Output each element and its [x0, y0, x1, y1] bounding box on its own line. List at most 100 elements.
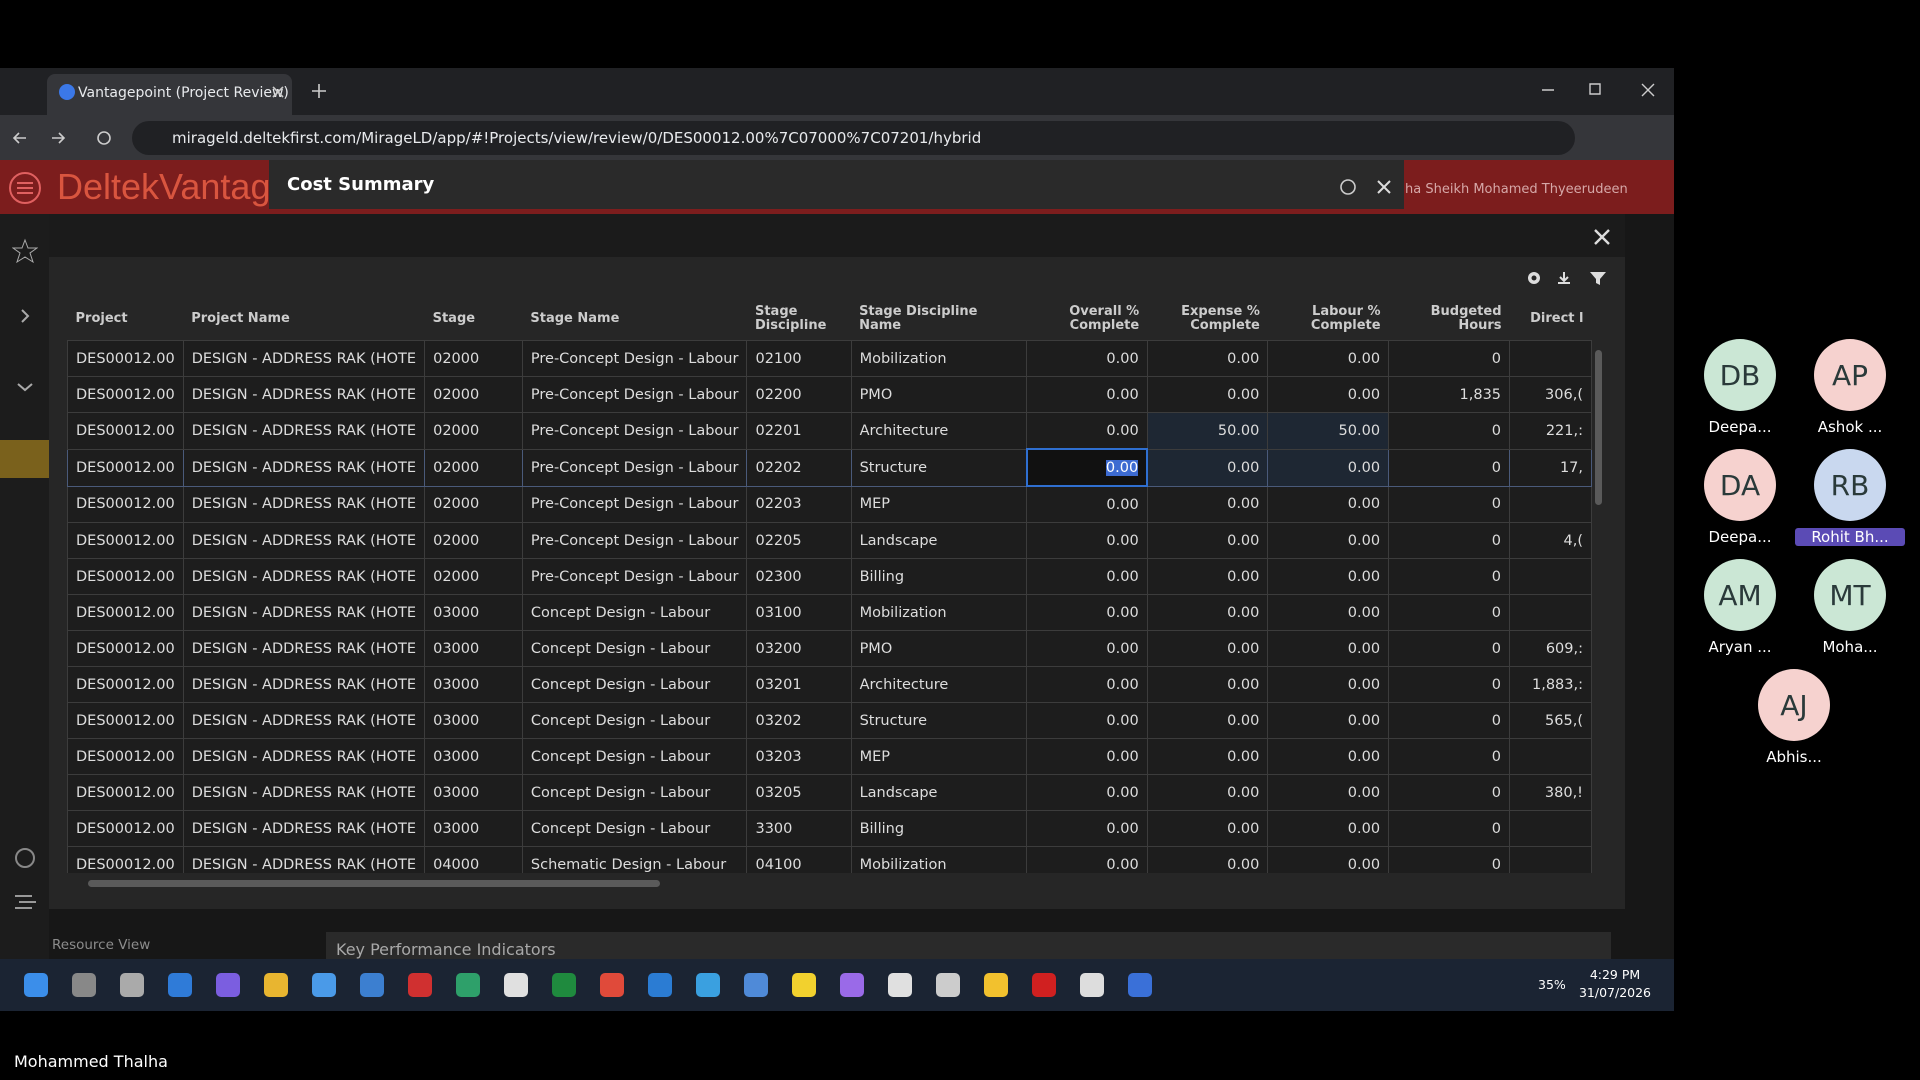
taskbar-icon[interactable]	[696, 973, 720, 997]
table-cell[interactable]: 02205	[746, 522, 852, 559]
table-cell[interactable]: 03100	[746, 594, 852, 631]
table-cell[interactable]: 0	[1388, 774, 1511, 811]
tab-close[interactable]	[270, 84, 286, 100]
table-cell[interactable]: 0.00	[1267, 340, 1390, 377]
column-header[interactable]: Project	[75, 311, 128, 326]
table-cell[interactable]: DESIGN - ADDRESS RAK (HOTE	[182, 485, 426, 523]
table-cell[interactable]: 0.00	[1267, 702, 1390, 739]
table-cell[interactable]: 04000	[424, 846, 523, 873]
horizontal-scrollbar[interactable]	[88, 880, 660, 887]
sidebar-icons[interactable]	[12, 238, 38, 918]
table-cell[interactable]: 0.00	[1146, 485, 1269, 523]
taskbar-icon[interactable]	[168, 973, 192, 997]
table-cell[interactable]: DES00012.00	[67, 594, 184, 631]
table-cell[interactable]: Concept Design - Labour	[521, 666, 748, 703]
table-cell[interactable]: 0	[1388, 412, 1511, 450]
column-header[interactable]: Expense % Complete	[1181, 304, 1260, 333]
table-cell[interactable]: 0.00	[1146, 738, 1269, 775]
table-cell[interactable]: Architecture	[850, 412, 1028, 450]
table-cell[interactable]: MEP	[850, 485, 1028, 523]
column-header[interactable]: Stage Discipline Name	[859, 304, 978, 333]
table-cell[interactable]: DESIGN - ADDRESS RAK (HOTE	[182, 340, 426, 377]
table-cell[interactable]: 0.00	[1026, 594, 1148, 631]
table-cell[interactable]: 0.00	[1026, 738, 1148, 775]
table-cell[interactable]: 0.00	[1267, 846, 1390, 873]
table-cell[interactable]: 0.00	[1146, 522, 1269, 559]
table-cell[interactable]: DESIGN - ADDRESS RAK (HOTE	[182, 738, 426, 775]
taskbar-icon[interactable]	[408, 973, 432, 997]
table-cell[interactable]: DES00012.00	[67, 522, 184, 559]
table-cell[interactable]: DES00012.00	[67, 485, 184, 523]
table-cell[interactable]: 0.00	[1026, 630, 1148, 667]
table-cell[interactable]: Pre-Concept Design - Labour	[521, 558, 748, 595]
table-cell[interactable]: 0.00	[1146, 630, 1269, 667]
table-cell[interactable]	[1509, 594, 1592, 631]
table-cell[interactable]: DESIGN - ADDRESS RAK (HOTE	[182, 522, 426, 559]
table-cell[interactable]: 0.00	[1267, 448, 1390, 487]
table-cell[interactable]: Concept Design - Labour	[521, 738, 748, 775]
table-cell[interactable]: Mobilization	[850, 340, 1028, 377]
table-cell[interactable]: Pre-Concept Design - Labour	[521, 412, 748, 450]
taskbar-icon[interactable]	[1032, 973, 1056, 997]
table-cell[interactable]: DESIGN - ADDRESS RAK (HOTE	[182, 412, 426, 450]
table-cell[interactable]: 0	[1388, 630, 1511, 667]
table-cell[interactable]: 0	[1388, 448, 1511, 487]
table-cell[interactable]: 0.00	[1267, 558, 1390, 595]
table-cell[interactable]: 0	[1388, 485, 1511, 523]
table-cell[interactable]	[1509, 810, 1592, 847]
taskbar-icon[interactable]	[120, 973, 144, 997]
table-cell[interactable]: 03000	[424, 594, 523, 631]
taskbar-icon[interactable]	[456, 973, 480, 997]
table-cell[interactable]: 03000	[424, 630, 523, 667]
table-cell[interactable]: DES00012.00	[67, 630, 184, 667]
table-cell[interactable]: 0	[1388, 738, 1511, 775]
table-cell[interactable]: 03000	[424, 738, 523, 775]
url-text[interactable]: mirageld.deltekfirst.com/MirageLD/app/#!…	[172, 129, 982, 147]
table-cell[interactable]: 609,:	[1509, 630, 1592, 667]
table-cell[interactable]: 02202	[746, 448, 852, 487]
table-cell[interactable]: DES00012.00	[67, 558, 184, 595]
new-tab[interactable]	[310, 82, 328, 100]
resource-view[interactable]: Resource View	[52, 937, 151, 953]
table-cell[interactable]: 03205	[746, 774, 852, 811]
table-cell[interactable]: 306,(	[1509, 376, 1592, 413]
table-cell[interactable]: DES00012.00	[67, 340, 184, 377]
table-cell[interactable]: DES00012.00	[67, 846, 184, 873]
table-cell[interactable]: Concept Design - Labour	[521, 594, 748, 631]
table-cell[interactable]: 1,883,:	[1509, 666, 1592, 703]
taskbar-icon[interactable]	[792, 973, 816, 997]
table-cell[interactable]: 0.00	[1146, 376, 1269, 413]
taskbar-icon[interactable]	[312, 973, 336, 997]
dialog-controls[interactable]	[1338, 177, 1398, 197]
table-cell[interactable]: 0.00	[1267, 738, 1390, 775]
table-cell[interactable]: Pre-Concept Design - Labour	[521, 340, 748, 377]
url-bar[interactable]	[132, 121, 1575, 155]
taskbar-icon[interactable]	[216, 973, 240, 997]
table-cell[interactable]: Structure	[850, 448, 1028, 487]
table-cell[interactable]: 0	[1388, 594, 1511, 631]
table-cell[interactable]: DESIGN - ADDRESS RAK (HOTE	[182, 702, 426, 739]
table-cell[interactable]: 0.00	[1026, 558, 1148, 595]
table-cell[interactable]: 0.00	[1267, 666, 1390, 703]
table-cell[interactable]: 0.00	[1146, 846, 1269, 873]
table-cell[interactable]: DES00012.00	[67, 738, 184, 775]
table-cell[interactable]: 0.00	[1026, 522, 1148, 559]
table-cell[interactable]: 0	[1388, 666, 1511, 703]
table-cell[interactable]: Concept Design - Labour	[521, 810, 748, 847]
table-cell[interactable]: DES00012.00	[67, 774, 184, 811]
table-cell[interactable]: 02300	[746, 558, 852, 595]
table-cell[interactable]: 0.00	[1267, 774, 1390, 811]
column-header[interactable]: Overall % Complete	[1069, 304, 1140, 333]
taskbar-icon[interactable]	[840, 973, 864, 997]
clock-time[interactable]: 4:29 PM	[1589, 967, 1641, 982]
column-header[interactable]: Stage	[432, 311, 476, 326]
vertical-scrollbar[interactable]	[1595, 350, 1602, 505]
table-cell[interactable]: 0.00	[1026, 846, 1148, 873]
table-cell[interactable]: PMO	[850, 630, 1028, 667]
table-cell[interactable]: 0.00	[1267, 376, 1390, 413]
taskbar-icon[interactable]	[936, 973, 960, 997]
table-cell[interactable]: 380,!	[1509, 774, 1592, 811]
table-cell[interactable]: 02000	[424, 412, 523, 450]
table-cell[interactable]: DESIGN - ADDRESS RAK (HOTE	[182, 558, 426, 595]
table-cell[interactable]: 0	[1388, 558, 1511, 595]
